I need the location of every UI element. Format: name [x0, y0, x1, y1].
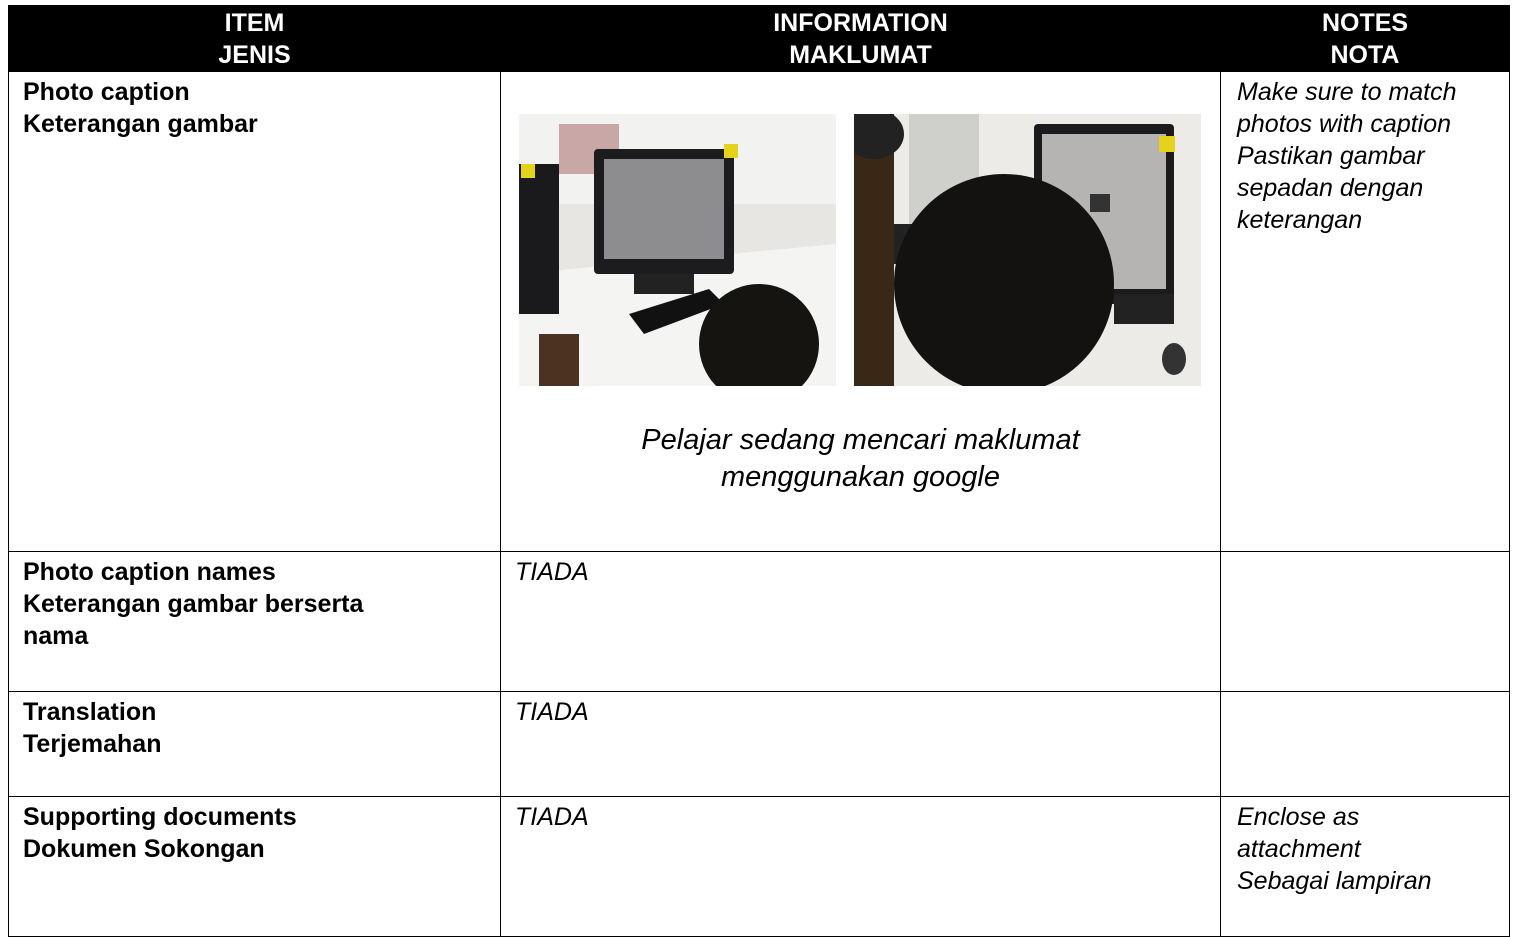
notes-text: Make sure to match [1237, 78, 1457, 106]
header-row: ITEM JENIS INFORMATION MAKLUMAT NOTES NOTA [8, 5, 1510, 72]
table-row: Supporting documents Dokumen Sokongan TIAD… [8, 796, 1510, 937]
notes-cell [1220, 551, 1510, 692]
photos [519, 114, 1206, 386]
header-cell: ITEM JENIS [8, 5, 501, 72]
item-text: nama [23, 622, 89, 650]
notes-text: keterangan [1237, 206, 1363, 234]
item-text: Terjemahan [23, 730, 162, 758]
notes-text: Sebagai lampiran [1237, 867, 1432, 895]
item-text: Photo caption names [23, 558, 276, 586]
header-text: NOTES [1321, 9, 1409, 37]
notes-text: Pastikan gambar [1237, 142, 1425, 170]
notes-text: attachment [1237, 835, 1361, 863]
information-cell: TIADA [500, 796, 1221, 937]
notes-cell: Enclose as attachment Sebagai lampiran [1220, 796, 1510, 937]
page: ITEM JENIS INFORMATION MAKLUMAT NOTES NOTA Ph… [8, 5, 1510, 937]
header-text: MAKLUMAT [789, 41, 932, 69]
header-text: INFORMATION [773, 9, 948, 37]
header-cell: INFORMATION MAKLUMAT [500, 5, 1221, 72]
item-text: Keterangan gambar [23, 110, 258, 138]
notes-cell [1220, 691, 1510, 797]
item-text: Supporting documents [23, 803, 297, 831]
item-text: Photo caption [23, 78, 190, 106]
item-text: Dokumen Sokongan [23, 835, 265, 863]
information-cell: Pelajar sedang mencari maklumat menggunak… [500, 71, 1221, 552]
table-row: Translation Terjemahan TIADA [8, 691, 1510, 797]
header-text: NOTA [1330, 41, 1400, 69]
document-table: ITEM JENIS INFORMATION MAKLUMAT NOTES NOTA Ph… [8, 5, 1510, 937]
notes-text: Enclose as [1237, 803, 1360, 831]
header-text: JENIS [218, 41, 291, 69]
notes-text: sepadan dengan [1237, 174, 1424, 202]
item-cell: Photo caption names Keterangan gambar ber… [8, 551, 501, 692]
information-text: TIADA [515, 803, 589, 831]
photo [519, 114, 836, 386]
information-text: TIADA [515, 698, 589, 726]
notes-text: photos with caption [1237, 110, 1452, 138]
notes-cell: Make sure to match photos with caption Pas… [1220, 71, 1510, 552]
header-text: ITEM [224, 9, 285, 37]
item-text: Keterangan gambar berserta [23, 590, 364, 618]
item-cell: Translation Terjemahan [8, 691, 501, 797]
information-cell: TIADA [500, 691, 1221, 797]
photo [854, 114, 1201, 386]
item-text: Translation [23, 698, 157, 726]
item-cell: Supporting documents Dokumen Sokongan [8, 796, 501, 937]
table-row: Photo caption Keterangan gambar Pelajar s… [8, 71, 1510, 552]
table-body: Photo caption Keterangan gambar Pelajar s… [8, 71, 1510, 937]
information-cell: TIADA [500, 551, 1221, 692]
caption-text: menggunakan google [721, 461, 1000, 493]
information-text: TIADA [515, 558, 589, 586]
header-cell: NOTES NOTA [1220, 5, 1510, 72]
photo-caption: Pelajar sedang mencari maklumat menggunak… [515, 422, 1206, 496]
caption-text: Pelajar sedang mencari maklumat [641, 424, 1080, 456]
table-row: Photo caption names Keterangan gambar ber… [8, 551, 1510, 692]
item-cell: Photo caption Keterangan gambar [8, 71, 501, 552]
